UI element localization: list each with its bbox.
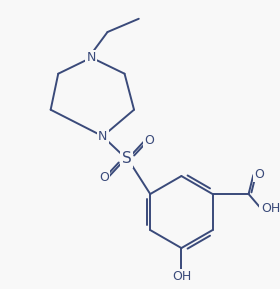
Text: S: S — [122, 151, 131, 166]
Text: OH: OH — [172, 270, 191, 283]
Text: O: O — [254, 168, 264, 181]
Text: N: N — [87, 51, 96, 64]
Text: O: O — [99, 171, 109, 184]
Text: O: O — [144, 134, 154, 147]
Text: N: N — [98, 130, 108, 143]
Text: OH: OH — [261, 202, 280, 215]
